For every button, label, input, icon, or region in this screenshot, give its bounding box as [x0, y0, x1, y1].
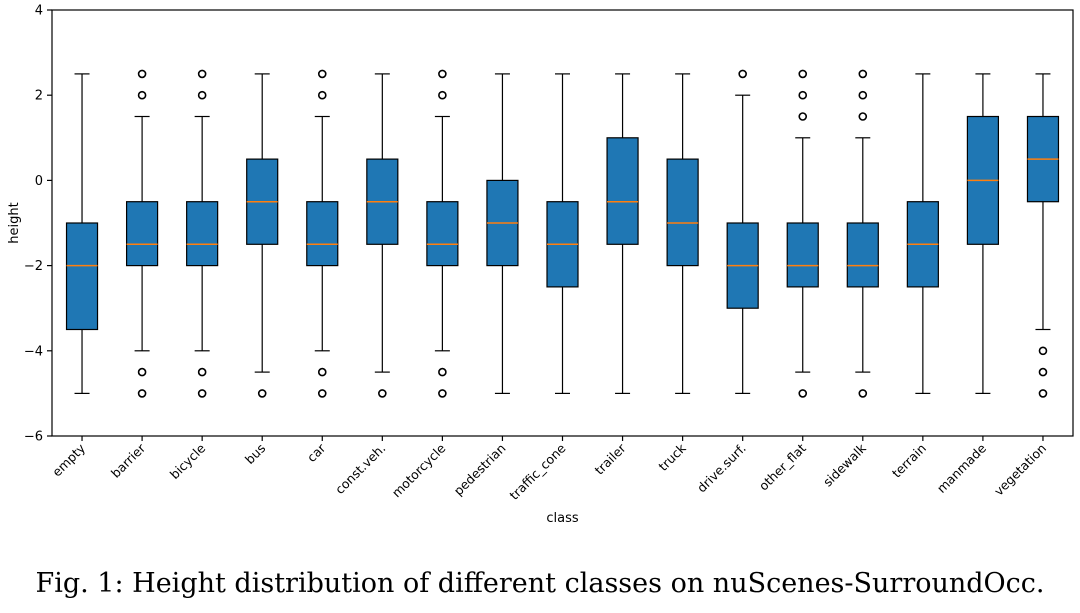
outlier-point — [317, 90, 327, 100]
box-bicycle — [186, 201, 219, 267]
x-tick-label: drive.surf. — [694, 441, 749, 496]
y-tick-label: 0 — [35, 174, 43, 189]
box-plot-chart: −6 −4 −2 0 2 4 empty barrier bicycle bus car const.… — [7, 4, 1074, 526]
outlier-point — [197, 69, 207, 79]
x-tick-label: sidewalk — [820, 440, 869, 489]
x-tick-label: car — [304, 440, 329, 465]
x-tick-label: empty — [49, 440, 88, 479]
outlier-point — [858, 90, 868, 100]
y-tick-label: 4 — [35, 4, 43, 19]
outlier-point — [438, 367, 447, 377]
x-tick-label: trailer — [592, 440, 630, 478]
y-tick-label: 2 — [35, 89, 43, 104]
box-truck — [666, 158, 699, 267]
box-sidewalk — [846, 222, 879, 288]
x-tick-label: const.veh. — [332, 441, 388, 497]
y-tick-label: −6 — [24, 430, 43, 445]
outlier-point — [197, 389, 207, 398]
x-axis-label: class — [546, 511, 578, 526]
outlier-point — [137, 367, 147, 377]
outlier-point — [137, 90, 147, 100]
outlier-point — [317, 367, 327, 377]
outlier-point — [378, 389, 387, 398]
outlier-point — [798, 90, 808, 100]
outlier-point — [317, 389, 327, 398]
box-motorcycle — [426, 201, 459, 267]
box-other_flat — [786, 222, 819, 288]
box-car — [306, 201, 339, 267]
outlier-point — [197, 367, 207, 377]
y-tick-label: −4 — [24, 344, 43, 359]
x-tick-label: vegetation — [991, 441, 1049, 499]
outlier-point — [858, 389, 868, 398]
outlier-point — [137, 69, 147, 79]
outlier-point — [798, 69, 808, 79]
x-tick-label: terrain — [889, 441, 929, 481]
outlier-point — [798, 389, 808, 398]
outlier-point — [438, 69, 447, 79]
y-axis-label: height — [7, 202, 22, 243]
outlier-point — [738, 69, 747, 79]
box-barrier — [125, 201, 159, 267]
x-tick-label: pedestrian — [451, 441, 509, 499]
outlier-point — [438, 389, 447, 398]
x-tick-label: bicycle — [167, 440, 209, 482]
outlier-point — [317, 69, 327, 79]
x-tick-label: bus — [242, 441, 268, 467]
x-tick-label: motorcycle — [389, 440, 449, 500]
x-tick-label: traffic_cone — [506, 440, 568, 502]
box-empty — [65, 222, 99, 331]
outlier-point — [1038, 346, 1048, 356]
outlier-point — [798, 112, 808, 121]
outlier-point — [257, 389, 267, 398]
x-tick-label: barrier — [108, 440, 149, 481]
box-trailer — [606, 137, 639, 245]
figure-caption: Fig. 1: Height distribution of different… — [35, 568, 1045, 599]
outlier-point — [438, 90, 447, 100]
x-tick-label: manmade — [934, 440, 990, 496]
outlier-point — [137, 389, 147, 398]
outlier-point — [858, 112, 868, 121]
outlier-point — [858, 69, 868, 79]
x-tick-label: other_flat — [756, 440, 809, 493]
x-tick-label: truck — [655, 440, 689, 474]
outlier-point — [197, 90, 207, 100]
y-tick-label: −2 — [24, 259, 43, 274]
outlier-point — [1038, 367, 1048, 377]
outlier-point — [1038, 389, 1048, 398]
